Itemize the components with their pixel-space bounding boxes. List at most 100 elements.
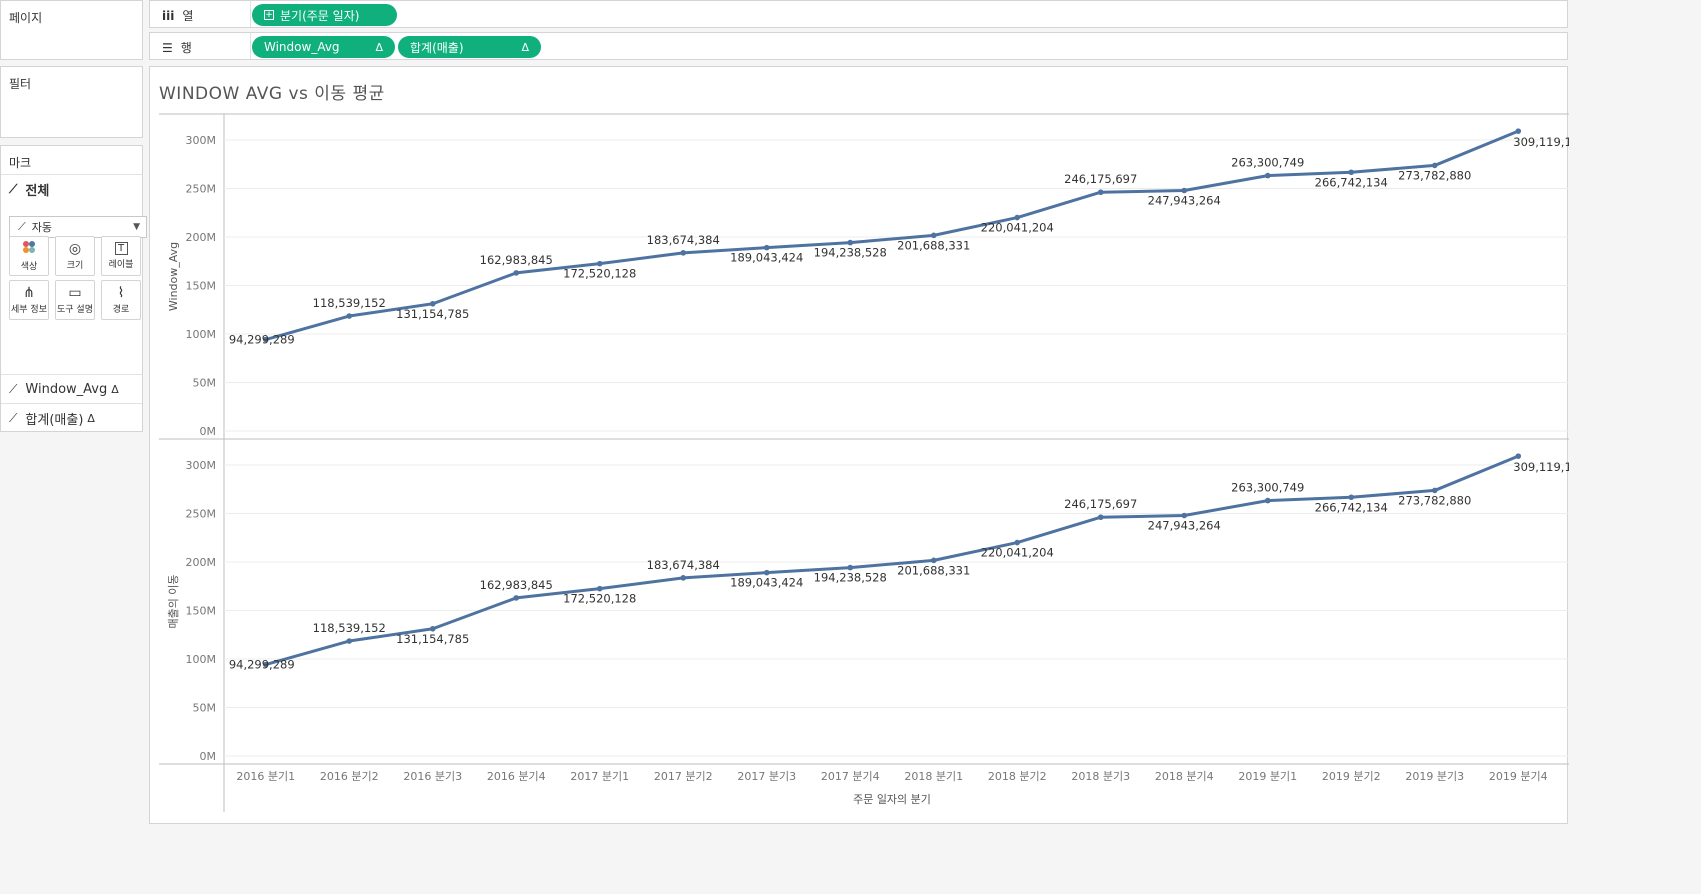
x-tick-label: 2017 분기1 <box>570 770 629 783</box>
x-tick-label: 2018 분기4 <box>1155 770 1214 783</box>
data-label: 266,742,134 <box>1315 500 1388 514</box>
filters-title: 필터 <box>9 77 32 91</box>
x-tick-label: 2019 분기3 <box>1405 770 1464 783</box>
data-point <box>1181 512 1188 519</box>
x-tick-label: 2019 분기2 <box>1322 770 1381 783</box>
y-axis-title: Window_Avg <box>167 242 180 311</box>
marks-all-label: 전체 <box>25 184 50 199</box>
data-point <box>763 569 770 576</box>
data-point <box>346 638 353 644</box>
data-point <box>1264 172 1271 179</box>
data-label: 201,688,331 <box>897 563 970 577</box>
columns-icon: iii <box>162 8 175 23</box>
marks-measure-window-avg[interactable]: ⟋ Window_Avg Δ <box>1 374 142 404</box>
data-label: 162,983,845 <box>480 578 553 592</box>
tooltip-icon: ▭ <box>68 284 82 301</box>
data-point <box>513 270 520 276</box>
data-label: 273,782,880 <box>1398 168 1471 182</box>
data-point <box>596 585 603 592</box>
marks-all-tab[interactable]: ⟋ 전체 <box>1 174 142 204</box>
rows-shelf-label: ☰ 행 <box>162 39 192 56</box>
data-label: 247,943,264 <box>1148 193 1221 207</box>
x-tick-label: 2016 분기4 <box>487 770 546 783</box>
rows-pill-sales[interactable]: 합계(매출) Δ <box>398 36 541 58</box>
chevron-down-icon: ▼ <box>133 222 140 232</box>
marks-measure-sales[interactable]: ⟋ 합계(매출) Δ <box>1 403 142 433</box>
data-label: 189,043,424 <box>730 251 803 265</box>
y-tick-label: 150M <box>186 280 217 293</box>
data-point <box>1515 128 1522 134</box>
label-icon: T <box>114 242 128 255</box>
size-label: 크기 <box>66 260 84 271</box>
columns-pill-label: 분기(주문 일자) <box>280 8 360 23</box>
data-label: 246,175,697 <box>1064 172 1137 186</box>
data-point <box>429 300 436 307</box>
data-point <box>1097 189 1104 196</box>
data-label: 189,043,424 <box>730 576 803 590</box>
mark-type-dropdown[interactable]: ⟋ 자동 ▼ <box>9 216 147 238</box>
rows-pill-window-avg[interactable]: Window_Avg Δ <box>252 36 395 58</box>
mark-type-value: 자동 <box>31 221 52 234</box>
detail-icon: ⋔ <box>23 284 35 301</box>
data-point <box>262 661 269 668</box>
x-tick-label: 2016 분기3 <box>403 770 462 783</box>
series-line <box>265 454 1519 666</box>
columns-shelf: iii 열 + 분기(주문 일자) <box>149 0 1568 28</box>
data-label: 247,943,264 <box>1148 518 1221 532</box>
delta-icon: Δ <box>111 383 119 396</box>
rows-pill-label: 합계(매출) <box>410 40 464 55</box>
delta-icon: Δ <box>87 412 95 425</box>
y-tick-label: 150M <box>186 605 217 618</box>
x-axis-title: 주문 일자의 분기 <box>853 792 931 806</box>
data-point <box>1264 497 1271 504</box>
data-label: 118,539,152 <box>313 621 386 635</box>
label-button[interactable]: T 레이블 <box>101 236 141 276</box>
detail-button[interactable]: ⋔ 세부 정보 <box>9 280 49 320</box>
data-point <box>596 260 603 267</box>
data-point <box>1348 494 1355 501</box>
tooltip-label: 도구 설명 <box>57 304 93 315</box>
data-label: 94,299,289 <box>229 333 295 347</box>
rows-icon: ☰ <box>162 40 173 55</box>
data-label: 246,175,697 <box>1064 497 1137 511</box>
x-tick-label: 2016 분기1 <box>236 770 295 783</box>
expand-icon: + <box>264 10 274 20</box>
data-point <box>1431 487 1438 494</box>
columns-pill-quarter[interactable]: + 분기(주문 일자) <box>252 4 397 26</box>
y-tick-label: 300M <box>186 459 217 472</box>
columns-shelf-label: iii 열 <box>162 7 193 24</box>
size-button[interactable]: ◎ 크기 <box>55 236 95 276</box>
color-button[interactable]: 색상 <box>9 236 49 276</box>
measure-label: Window_Avg <box>25 382 108 397</box>
data-point <box>262 336 269 343</box>
data-label: 273,782,880 <box>1398 493 1471 507</box>
pages-title: 페이지 <box>9 11 43 25</box>
color-label: 색상 <box>20 262 38 272</box>
data-label: 194,238,528 <box>814 246 887 260</box>
y-tick-label: 200M <box>186 556 217 569</box>
rows-pill-label: Window_Avg <box>264 40 340 54</box>
data-label: 118,539,152 <box>313 296 386 310</box>
filters-panel[interactable]: 필터 <box>0 66 143 138</box>
data-point <box>1014 214 1021 221</box>
data-label: 201,688,331 <box>897 238 970 252</box>
data-point <box>346 313 353 319</box>
data-label: 309,119,103 <box>1513 460 1569 474</box>
line-mark-icon: ⟋ <box>9 182 18 196</box>
path-icon: ⌇ <box>117 284 125 301</box>
data-point <box>1431 162 1438 169</box>
data-point <box>680 250 687 256</box>
tooltip-button[interactable]: ▭ 도구 설명 <box>55 280 95 320</box>
data-label: 183,674,384 <box>647 233 720 247</box>
path-button[interactable]: ⌇ 경로 <box>101 280 141 320</box>
line-mark-icon: ⟋ <box>18 220 26 233</box>
y-tick-label: 100M <box>186 328 217 341</box>
data-label: 162,983,845 <box>480 253 553 267</box>
color-icon <box>22 240 36 257</box>
data-point <box>429 625 436 632</box>
size-icon: ◎ <box>68 240 82 257</box>
y-tick-label: 200M <box>186 231 217 244</box>
label-label: 레이블 <box>108 260 134 270</box>
measure-label: 합계(매출) <box>25 413 84 428</box>
rows-shelf: ☰ 행 Window_Avg Δ 합계(매출) Δ <box>149 32 1568 60</box>
